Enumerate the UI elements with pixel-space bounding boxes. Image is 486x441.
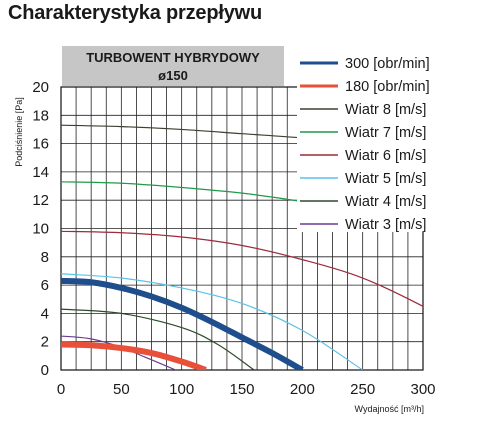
chart-legend: 300 [obr/min] 180 [obr/min] Wiatr 8 [m/s] W… (297, 50, 455, 233)
y-tick-label: 0 (41, 362, 49, 379)
y-tick-label: 10 (32, 221, 49, 238)
series-line-4 (61, 230, 423, 308)
x-tick-label: 150 (229, 381, 254, 398)
y-tick-label: 20 (32, 79, 49, 96)
x-tick-label: 0 (57, 381, 65, 398)
title-box (62, 46, 284, 86)
chart-ticks: 0 50 100 150 200 250 300 0 2 4 6 8 10 12 14 16 18 20 (32, 79, 435, 398)
y-tick-label: 18 (32, 107, 49, 124)
legend-label: Wiatr 5 [m/s] (345, 171, 426, 187)
page-title: Charakterystyka przepływu (8, 2, 263, 24)
x-tick-label: 100 (169, 381, 194, 398)
title-box-line2: ø150 (158, 68, 188, 83)
y-tick-label: 2 (41, 334, 49, 351)
y-tick-label: 16 (32, 136, 49, 153)
x-tick-label: 200 (290, 381, 315, 398)
legend-label: Wiatr 4 [m/s] (345, 194, 426, 210)
y-axis-label: Podciśnienie [Pa] (14, 97, 24, 167)
series-line-6 (61, 308, 255, 370)
y-tick-label: 6 (41, 277, 49, 294)
legend-label: Wiatr 8 [m/s] (345, 102, 426, 118)
series-line-1 (61, 341, 207, 370)
y-tick-label: 8 (41, 249, 49, 266)
legend-label: Wiatr 7 [m/s] (345, 125, 426, 141)
legend-label: Wiatr 3 [m/s] (345, 217, 426, 233)
x-tick-label: 250 (350, 381, 375, 398)
y-tick-label: 12 (32, 192, 49, 209)
x-axis-label: Wydajność [m³/h] (355, 404, 424, 414)
legend-label: Wiatr 6 [m/s] (345, 148, 426, 164)
x-tick-label: 300 (410, 381, 435, 398)
series-line-0 (61, 277, 304, 370)
legend-label: 180 [obr/min] (345, 79, 430, 95)
legend-label: 300 [obr/min] (345, 56, 430, 72)
title-box-line1: TURBOWENT HYBRYDOWY (86, 50, 260, 65)
y-tick-label: 14 (32, 164, 49, 181)
series-line-5 (61, 273, 363, 370)
x-tick-label: 50 (113, 381, 130, 398)
y-tick-label: 4 (41, 305, 49, 322)
